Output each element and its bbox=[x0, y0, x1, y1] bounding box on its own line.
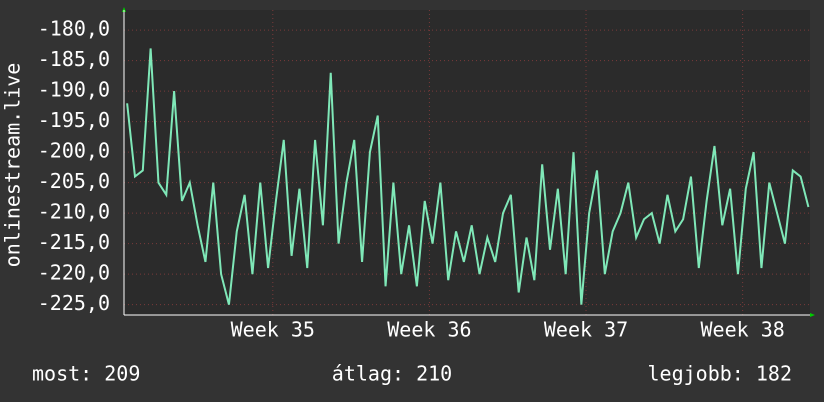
y-tick-label: -180,0 bbox=[38, 17, 110, 41]
y-tick-label: -215,0 bbox=[38, 230, 110, 254]
y-tick-label: -225,0 bbox=[38, 291, 110, 315]
y-tick-label: -200,0 bbox=[38, 139, 110, 163]
data-line bbox=[126, 48, 810, 305]
y-axis-label: onlinestream.live bbox=[1, 63, 25, 268]
y-tick-label: -205,0 bbox=[38, 169, 110, 193]
footer-best: legjobb: 182 bbox=[648, 362, 793, 386]
x-tick-label: Week 35 bbox=[231, 318, 315, 342]
x-tick-label: Week 36 bbox=[387, 318, 471, 342]
y-tick-label: -220,0 bbox=[38, 261, 110, 285]
footer-average: átlag: 210 bbox=[332, 362, 452, 386]
axis-arrow bbox=[122, 7, 126, 12]
x-tick-label: Week 38 bbox=[701, 318, 785, 342]
y-tick-label: -190,0 bbox=[38, 78, 110, 102]
y-tick-label: -195,0 bbox=[38, 108, 110, 132]
plot-area bbox=[124, 10, 810, 315]
y-tick-label: -210,0 bbox=[38, 200, 110, 224]
y-tick-label: -185,0 bbox=[38, 47, 110, 71]
axis-arrow bbox=[810, 313, 815, 317]
x-tick-label: Week 37 bbox=[544, 318, 628, 342]
footer-current: most: 209 bbox=[32, 362, 140, 386]
